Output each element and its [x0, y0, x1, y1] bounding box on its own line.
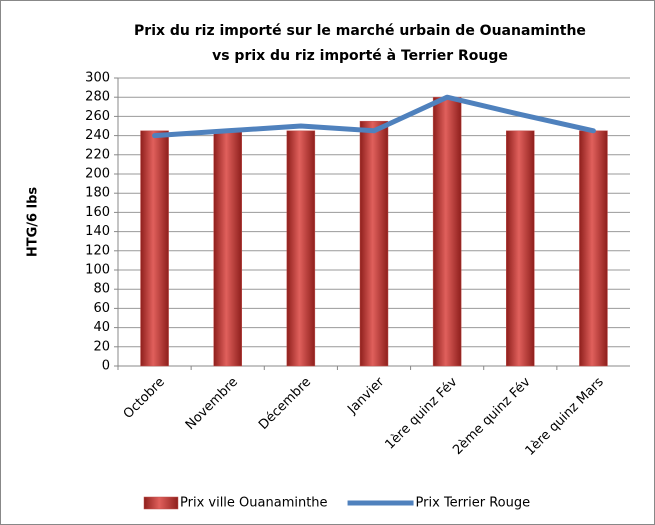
y-tick-label: 240 — [85, 128, 110, 143]
y-tick-label: 160 — [85, 205, 110, 220]
y-tick-label: 100 — [85, 263, 110, 278]
bar — [286, 130, 316, 367]
y-axis-label: HTG/6 lbs — [26, 187, 41, 257]
y-tick-label: 60 — [93, 301, 110, 316]
y-tick-label: 80 — [93, 282, 110, 297]
y-tick-label: 40 — [93, 320, 110, 335]
y-tick-label: 180 — [85, 186, 110, 201]
legend-label: Prix Terrier Rouge — [416, 496, 531, 511]
chart-title: Prix du riz importé sur le marché urbain… — [134, 23, 586, 39]
bar — [359, 120, 389, 367]
y-tick-label: 20 — [93, 339, 110, 354]
y-tick-label: 220 — [85, 147, 110, 162]
y-tick-label: 0 — [102, 359, 110, 374]
y-tick-label: 280 — [85, 90, 110, 105]
y-tick-label: 260 — [85, 109, 110, 124]
line — [152, 94, 596, 139]
bar — [432, 96, 462, 367]
legend-swatch — [143, 496, 179, 510]
y-tick-label: 140 — [85, 224, 110, 239]
chart-title: vs prix du riz importé à Terrier Rouge — [212, 48, 508, 64]
bar — [213, 130, 242, 367]
bar — [506, 130, 535, 367]
y-tick-label: 200 — [85, 167, 110, 182]
y-tick-label: 300 — [85, 71, 110, 86]
legend-label: Prix ville Ouanaminthe — [180, 496, 328, 511]
y-tick-label: 120 — [85, 243, 110, 258]
bar — [140, 130, 169, 367]
bar — [579, 130, 608, 367]
